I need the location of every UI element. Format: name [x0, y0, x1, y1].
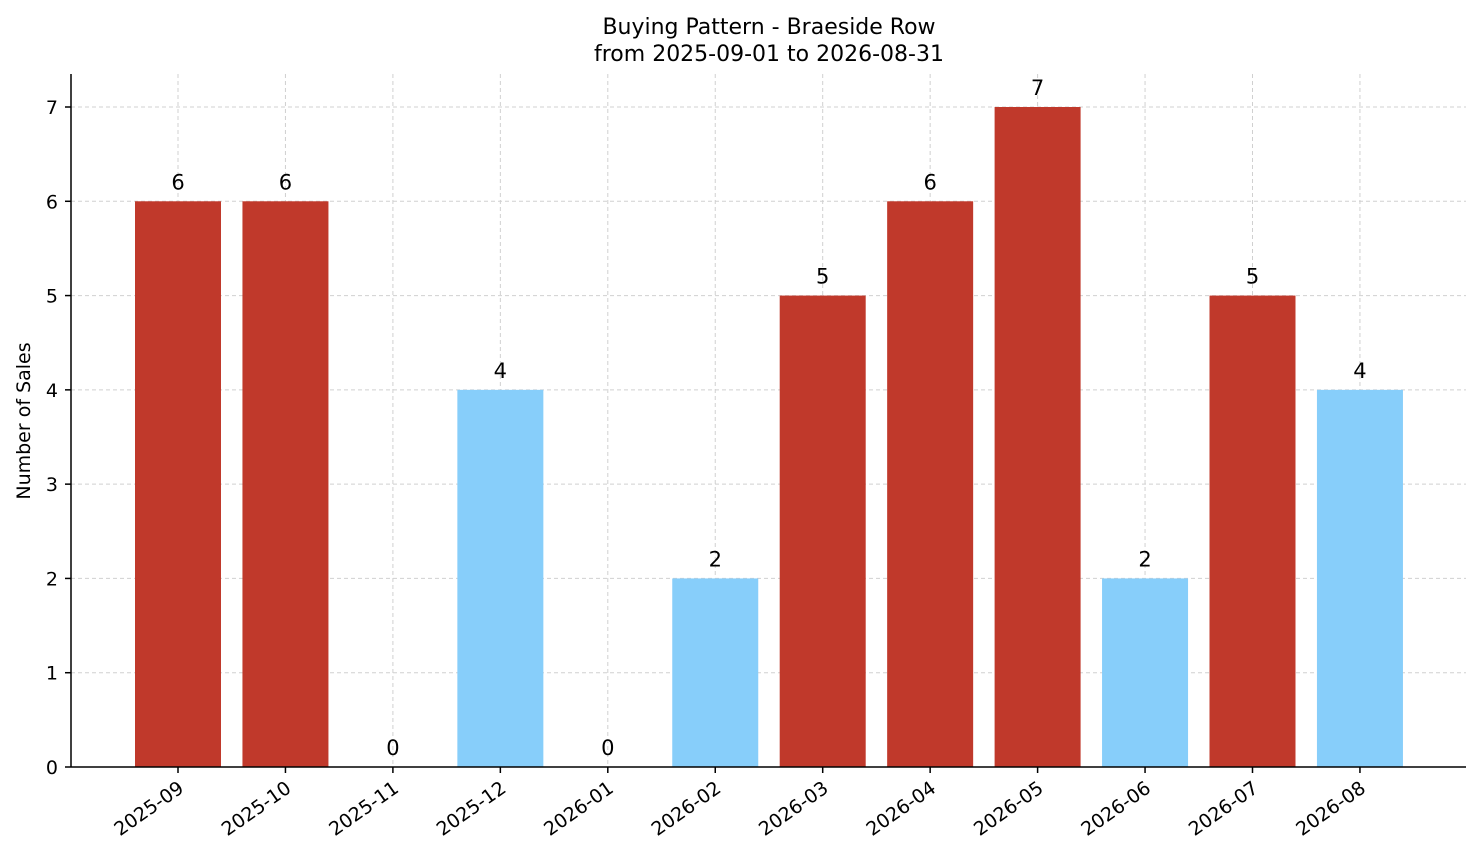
y-tick-label: 6: [46, 191, 58, 213]
x-tick-label: 2026-06: [1077, 777, 1155, 841]
bar-2025-10: [242, 201, 329, 768]
x-tick-label: 2026-08: [1292, 777, 1370, 841]
y-tick-label: 3: [46, 474, 58, 496]
y-tick-label: 1: [46, 663, 58, 685]
y-tick-label: 5: [46, 286, 58, 308]
bar-2026-03: [779, 295, 866, 767]
y-axis-label: Number of Sales: [13, 342, 35, 499]
x-tick-label: 2026-04: [862, 777, 940, 841]
chart-subtitle: from 2025-09-01 to 2026-08-31: [594, 42, 944, 67]
bar-2026-02: [672, 578, 759, 767]
chart-title: Buying Pattern - Braeside Row: [602, 15, 935, 40]
bar-2026-05: [994, 107, 1081, 767]
x-tick-label: 2025-09: [110, 777, 188, 841]
bar-value-label: 5: [816, 265, 829, 289]
bar-value-label: 7: [1031, 76, 1044, 100]
bar-2026-08: [1316, 389, 1403, 767]
bar-value-label: 6: [171, 170, 184, 194]
bar-value-label: 6: [279, 170, 292, 194]
x-tick-label: 2025-12: [433, 777, 511, 841]
y-tick-label: 4: [46, 380, 58, 402]
bar-value-label: 4: [1353, 359, 1366, 383]
bars: [135, 107, 1403, 768]
y-tick-label: 2: [46, 568, 58, 590]
bar-value-label: 2: [1138, 547, 1151, 571]
bar-value-label: 4: [494, 359, 507, 383]
y-tick-label: 0: [46, 757, 58, 779]
y-tick-label: 7: [46, 97, 58, 119]
x-tick-label: 2026-02: [647, 777, 725, 841]
y-ticks: 0 1 2 3 4 5 6 7: [46, 97, 71, 779]
bar-value-label: 2: [709, 547, 722, 571]
x-ticks: 2025-09 2025-10 2025-11 2025-12 2026-01 2026-…: [110, 767, 1370, 841]
bar-value-label: 6: [923, 170, 936, 194]
bar-value-label: 0: [386, 736, 399, 760]
x-tick-label: 2026-03: [755, 777, 833, 841]
x-tick-label: 2025-11: [325, 777, 403, 841]
bar-value-label: 5: [1246, 265, 1259, 289]
x-tick-label: 2025-10: [218, 777, 296, 841]
bar-2026-04: [887, 201, 974, 768]
bar-2026-06: [1102, 578, 1189, 767]
x-tick-label: 2026-01: [540, 777, 618, 841]
data-labels: 6 6 0 4 0 2 5 6 7 2 5 4: [171, 76, 1366, 760]
x-tick-label: 2026-07: [1185, 777, 1263, 841]
bar-2026-07: [1209, 295, 1296, 767]
bar-2025-09: [135, 201, 221, 768]
x-tick-label: 2026-05: [970, 777, 1048, 841]
bar-value-label: 0: [601, 736, 614, 760]
bar-2025-12: [457, 389, 544, 767]
